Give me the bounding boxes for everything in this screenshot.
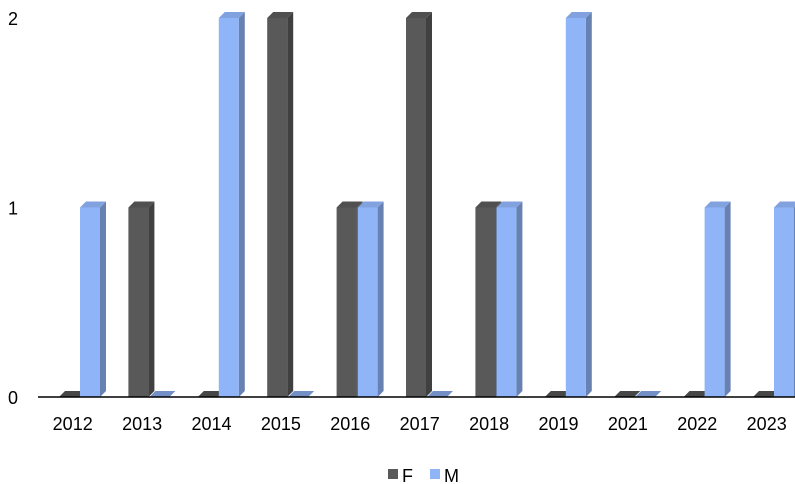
bar-side (287, 12, 294, 397)
legend: F M (388, 466, 459, 484)
bar-m-2021 (635, 391, 662, 397)
bar-m-2014 (218, 12, 245, 397)
bar-top (427, 391, 453, 397)
x-tick-label: 2022 (677, 414, 717, 434)
bar-m-2012 (80, 201, 106, 397)
x-tick-label: 2013 (122, 414, 162, 434)
y-tick-label: 2 (8, 9, 18, 29)
y-axis-ticks: 0 1 2 (8, 9, 18, 408)
x-tick-label: 2017 (400, 414, 440, 434)
bar-top (704, 201, 731, 208)
bar-front (267, 18, 288, 397)
bar-top (288, 391, 315, 397)
y-tick-label: 1 (8, 199, 18, 219)
bar-m-2015 (288, 391, 315, 397)
x-tick-label: 2021 (608, 414, 648, 434)
x-tick-label: 2018 (469, 414, 509, 434)
bar-front (357, 207, 378, 397)
bar-top (59, 391, 85, 397)
bar-front (496, 207, 517, 397)
bar-top (267, 12, 294, 18)
legend-label-m: M (444, 466, 459, 484)
x-tick-label: 2023 (747, 414, 787, 434)
bar-f-2019 (544, 391, 571, 397)
legend-swatch-m (430, 469, 440, 479)
x-axis-ticks: 2012 2013 2014 2015 2016 2017 2018 2019 2021 2022… (53, 414, 787, 434)
bar-top (357, 201, 384, 208)
legend-swatch-f (388, 469, 398, 479)
bar-top (496, 201, 523, 208)
bar-f-2012 (59, 391, 85, 397)
bar-top (336, 201, 363, 208)
bar-side (516, 201, 523, 397)
bar-top (565, 12, 592, 18)
x-tick-label: 2019 (538, 414, 578, 434)
bar-top (683, 391, 710, 397)
bar-m-2022 (704, 201, 731, 397)
bar-top (406, 12, 432, 18)
bar-f-2015 (267, 12, 294, 397)
bar-top (753, 391, 779, 397)
bar-side (724, 201, 731, 397)
bar-front (475, 207, 496, 397)
bar-side (148, 201, 155, 397)
bar-top (774, 201, 795, 208)
bar-m-2023 (774, 201, 795, 397)
x-tick-label: 2016 (330, 414, 370, 434)
bar-top (128, 201, 155, 208)
bar-m-2013 (149, 391, 176, 397)
bar-f-2023 (753, 391, 779, 397)
bar-top (614, 391, 641, 397)
bar-side (426, 12, 432, 397)
bar-f-2022 (683, 391, 710, 397)
bar-top (475, 201, 502, 208)
bar-m-2018 (496, 201, 523, 397)
bar-top (218, 12, 245, 18)
bar-front (774, 207, 794, 397)
x-tick-label: 2015 (261, 414, 301, 434)
legend-label-f: F (402, 466, 413, 484)
bar-front (218, 18, 239, 397)
bar-top (149, 391, 176, 397)
bar-side (377, 201, 384, 397)
y-tick-label: 0 (8, 388, 18, 408)
bar-front (565, 18, 586, 397)
bar-front (704, 207, 725, 397)
bar-top (197, 391, 224, 397)
bar-front (80, 207, 100, 397)
bar-front (128, 207, 149, 397)
bar-m-2016 (357, 201, 384, 397)
bar-front (336, 207, 357, 397)
bar-f-2013 (128, 201, 155, 397)
bar-f-2014 (197, 391, 224, 397)
bar-side (585, 12, 592, 397)
bar-f-2017 (406, 12, 432, 397)
bar-side (238, 12, 245, 397)
bar-m-2017 (427, 391, 453, 397)
x-tick-label: 2012 (53, 414, 93, 434)
bars-layer (59, 12, 795, 397)
bar-top (635, 391, 662, 397)
bar-f-2021 (614, 391, 641, 397)
x-tick-label: 2014 (191, 414, 231, 434)
bar-top (80, 201, 106, 208)
bar-side (100, 201, 106, 397)
bar-top (544, 391, 571, 397)
bar-front (406, 18, 426, 397)
bar-m-2019 (565, 12, 592, 397)
